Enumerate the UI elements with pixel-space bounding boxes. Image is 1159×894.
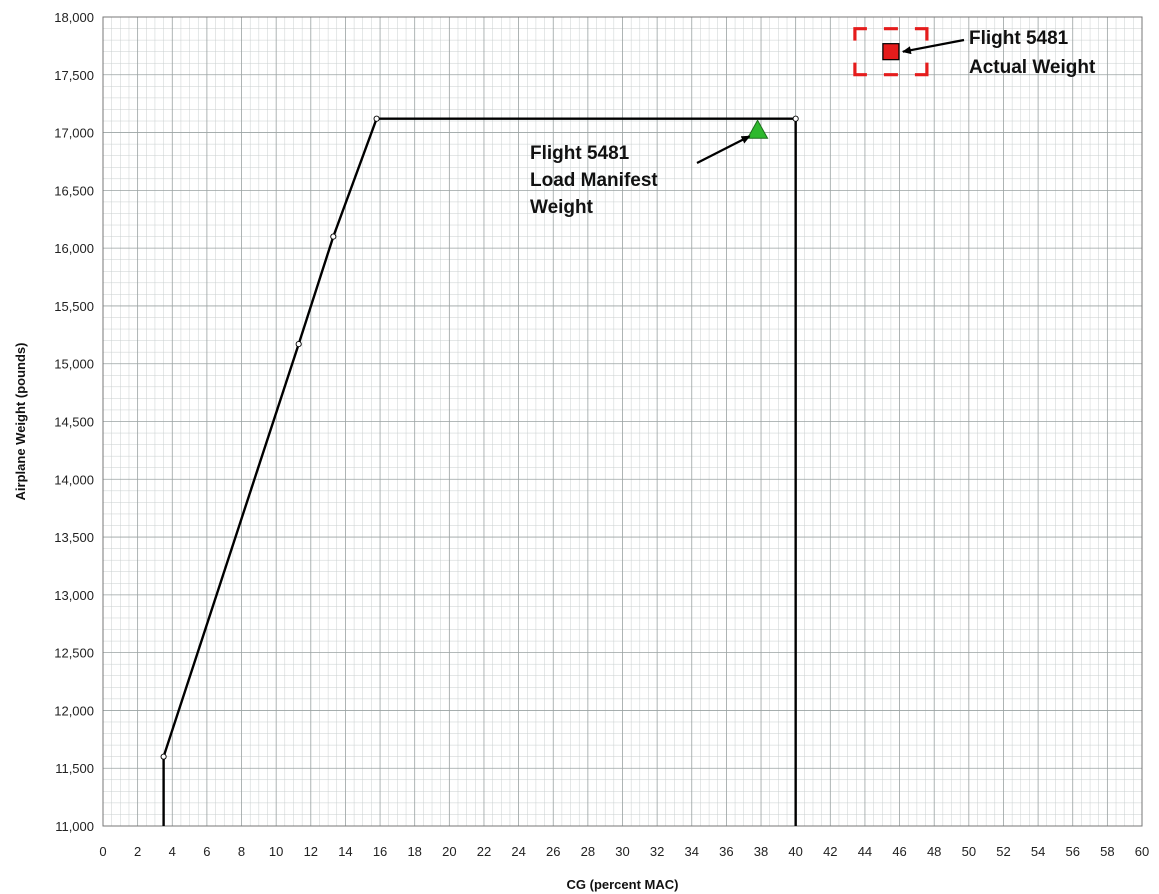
x-tick-label: 8	[238, 844, 245, 859]
x-tick-label: 0	[99, 844, 106, 859]
x-tick-label: 38	[754, 844, 768, 859]
x-tick-label: 20	[442, 844, 456, 859]
x-tick-label: 56	[1065, 844, 1079, 859]
x-tick-label: 32	[650, 844, 664, 859]
x-tick-label: 30	[615, 844, 629, 859]
x-tick-labels: 0 2 4 6 8 10 12 14 16 18 20 22 24 26 28 30 32 34 36 38 40 42 4…	[99, 844, 1149, 859]
x-tick-label: 60	[1135, 844, 1149, 859]
x-tick-label: 40	[788, 844, 802, 859]
x-tick-label: 24	[511, 844, 525, 859]
annotation-line: Flight 5481	[969, 28, 1069, 49]
x-axis-label: CG (percent MAC)	[567, 877, 679, 892]
cg-envelope	[160, 115, 799, 826]
x-tick-label: 48	[927, 844, 941, 859]
x-tick-label: 28	[581, 844, 595, 859]
y-tick-label: 17,000	[54, 126, 94, 141]
y-tick-label: 15,000	[54, 357, 94, 372]
x-tick-label: 14	[338, 844, 352, 859]
annotation-line: Weight	[530, 197, 594, 218]
y-tick-label: 15,500	[54, 299, 94, 314]
y-tick-label: 18,000	[54, 10, 94, 25]
x-tick-label: 50	[962, 844, 976, 859]
actual-weight-marker	[882, 43, 900, 61]
y-tick-label: 11,500	[55, 761, 94, 776]
x-tick-label: 46	[892, 844, 906, 859]
envelope-vertex	[160, 753, 167, 760]
x-tick-label: 42	[823, 844, 837, 859]
x-tick-label: 26	[546, 844, 560, 859]
y-tick-labels: 11,000 11,500 12,000 12,500 13,000 13,500 14,0…	[54, 10, 94, 834]
x-tick-label: 2	[134, 844, 141, 859]
x-tick-label: 10	[269, 844, 283, 859]
y-tick-label: 14,000	[54, 472, 94, 487]
envelope-vertex	[330, 233, 337, 240]
x-tick-label: 44	[858, 844, 872, 859]
x-tick-label: 18	[407, 844, 421, 859]
x-tick-label: 36	[719, 844, 733, 859]
x-tick-label: 6	[203, 844, 210, 859]
x-tick-label: 54	[1031, 844, 1045, 859]
y-tick-label: 11,000	[55, 819, 94, 834]
y-tick-label: 16,000	[54, 241, 94, 256]
actual-weight-highlight-box	[853, 27, 929, 77]
envelope-vertex	[792, 115, 799, 122]
y-tick-label: 14,500	[54, 415, 94, 430]
markers	[746, 27, 929, 139]
y-tick-label: 16,500	[54, 183, 94, 198]
actual-weight-label: Flight 5481 Actual Weight	[969, 28, 1096, 78]
load-manifest-weight-marker	[746, 119, 769, 139]
actual-weight-arrow	[901, 38, 965, 55]
y-tick-label: 13,500	[54, 530, 94, 545]
y-axis-label: Airplane Weight (pounds)	[13, 343, 28, 501]
envelope-vertex	[373, 115, 380, 122]
y-tick-label: 12,500	[54, 646, 94, 661]
envelope-vertex	[295, 341, 302, 348]
x-tick-label: 58	[1100, 844, 1114, 859]
load-manifest-arrow	[696, 135, 751, 164]
y-tick-label: 13,000	[54, 588, 94, 603]
annotation-line: Flight 5481	[530, 143, 630, 164]
annotation-line: Actual Weight	[969, 57, 1096, 78]
y-tick-label: 12,000	[54, 703, 94, 718]
x-tick-label: 16	[373, 844, 387, 859]
x-tick-label: 12	[304, 844, 318, 859]
x-tick-label: 22	[477, 844, 491, 859]
x-tick-label: 34	[685, 844, 699, 859]
plot-frame	[102, 16, 1143, 827]
y-tick-label: 17,500	[54, 68, 94, 83]
x-tick-label: 52	[996, 844, 1010, 859]
annotation-line: Load Manifest	[530, 170, 658, 191]
load-manifest-label: Flight 5481 Load Manifest Weight	[530, 143, 658, 218]
x-tick-label: 4	[169, 844, 176, 859]
